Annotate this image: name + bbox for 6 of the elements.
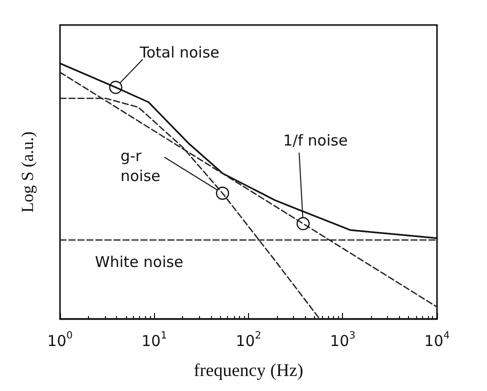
- x-axis-title: frequency (Hz): [194, 360, 304, 380]
- annotation: Total noise: [138, 43, 220, 62]
- y-axis-title: Log S (a.u.): [18, 131, 37, 213]
- annotation: g-r noise: [120, 147, 160, 186]
- annotation: White noise: [95, 253, 184, 271]
- annotation: 1/f noise: [283, 132, 348, 150]
